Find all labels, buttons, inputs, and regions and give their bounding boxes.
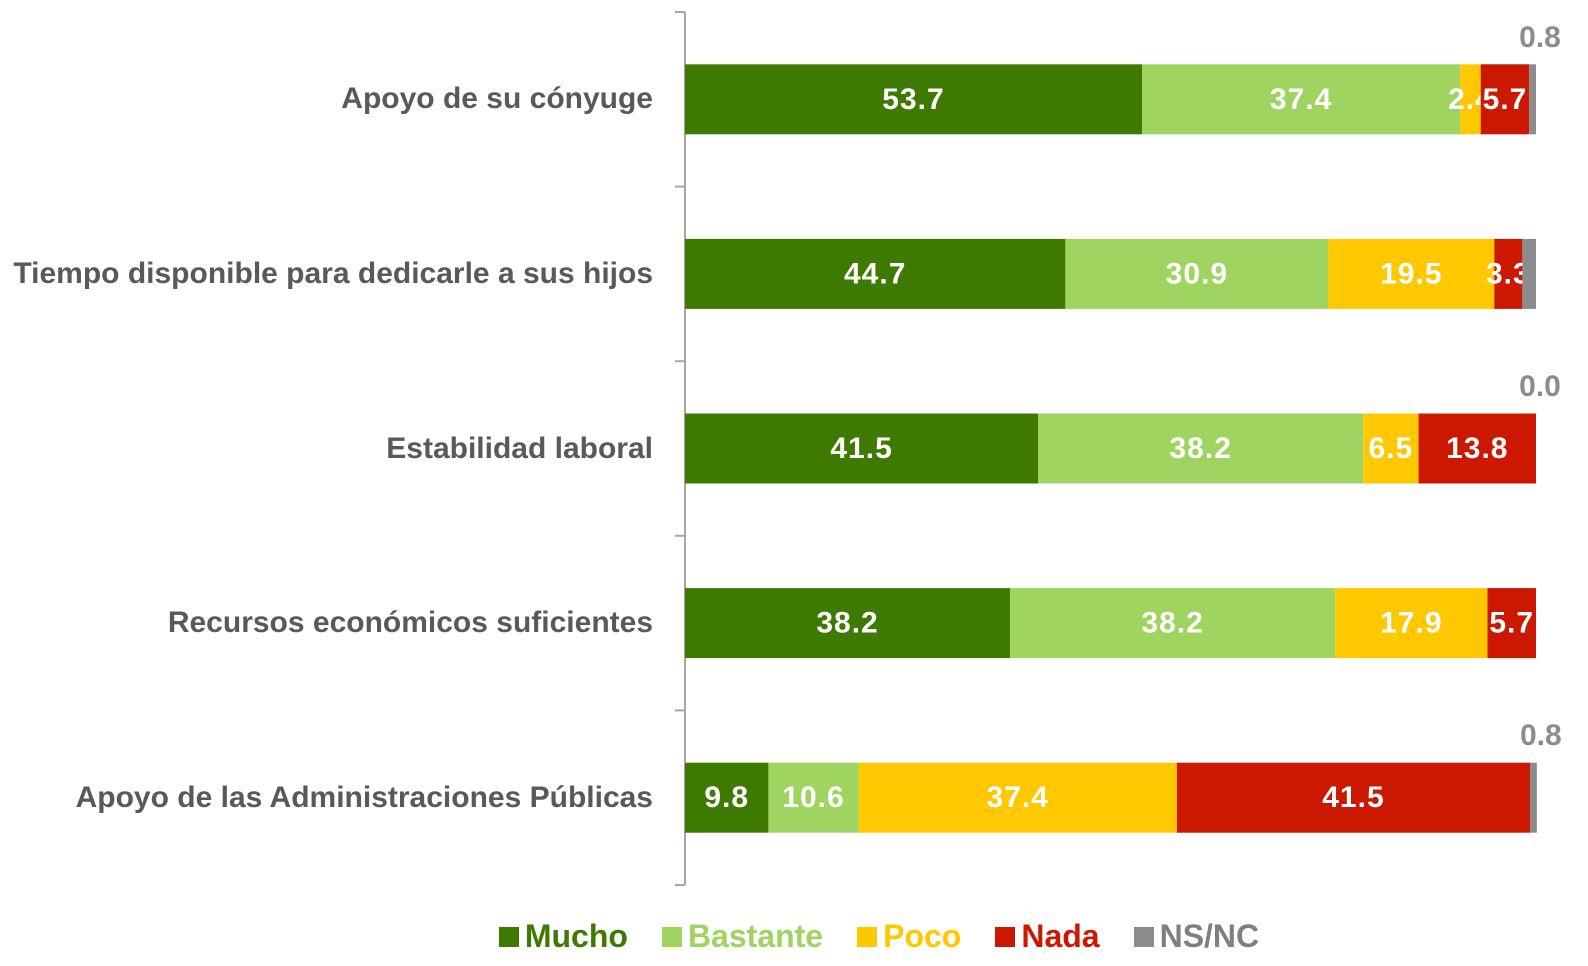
- data-label: 53.7: [882, 83, 944, 116]
- bar-segment: [1460, 64, 1481, 135]
- bar-segment: [858, 762, 1177, 833]
- legend-label: NS/NC: [1159, 918, 1260, 954]
- legend-item: Mucho: [498, 918, 628, 955]
- data-label: 38.2: [1170, 432, 1232, 465]
- bar-segment: [1522, 238, 1536, 309]
- data-label: 6.5: [1369, 432, 1414, 465]
- bar-segment: [685, 762, 769, 833]
- data-label: 17.9: [1380, 607, 1442, 640]
- legend-item: Poco: [857, 918, 961, 955]
- data-label: 5.7: [1483, 83, 1528, 116]
- legend-label: Nada: [1021, 918, 1100, 954]
- legend-swatch: [498, 926, 519, 947]
- legend-swatch: [995, 926, 1016, 947]
- data-label: 13.8: [1446, 432, 1508, 465]
- bar-segment: [685, 413, 1039, 484]
- bar-segment: [1328, 238, 1495, 309]
- legend-swatch: [857, 926, 878, 947]
- legend-item: Nada: [995, 918, 1100, 955]
- legend-swatch: [1133, 926, 1154, 947]
- category-label: Apoyo de las Administraciones Públicas: [75, 780, 653, 814]
- legend-label: Poco: [883, 918, 962, 954]
- legend-item: Bastante: [661, 918, 824, 955]
- bar-segment: [1065, 238, 1329, 309]
- bar-segment: [685, 238, 1066, 309]
- legend-label: Bastante: [687, 918, 824, 954]
- bar-segment: [1038, 413, 1364, 484]
- data-label: 0.0: [1519, 370, 1561, 403]
- data-label: 41.5: [1322, 781, 1384, 814]
- category-label: Estabilidad laboral: [386, 431, 653, 465]
- bar-segment: [1010, 588, 1336, 659]
- bar-segment: [1418, 413, 1536, 484]
- data-label: 38.2: [816, 607, 878, 640]
- data-label: 10.6: [782, 781, 844, 814]
- bar-segment: [1141, 64, 1461, 135]
- bar-segment: [768, 762, 859, 833]
- bar-segment: [685, 64, 1142, 135]
- bar-segment: [1529, 64, 1536, 135]
- data-label: 0.8: [1519, 21, 1561, 54]
- data-label: 37.4: [987, 781, 1049, 814]
- bar-segment: [685, 588, 1011, 659]
- category-label: Tiempo disponible para dedicarle a sus h…: [13, 256, 653, 290]
- data-label: 30.9: [1166, 257, 1228, 290]
- data-label: 9.8: [704, 781, 749, 814]
- data-label: 38.2: [1141, 607, 1203, 640]
- data-label: 41.5: [830, 432, 892, 465]
- data-label: 37.4: [1270, 83, 1332, 116]
- bar-segment: [1487, 588, 1536, 659]
- legend-label: Mucho: [524, 918, 628, 954]
- bar-segment: [1335, 588, 1488, 659]
- bar-segment: [1494, 238, 1523, 309]
- bar-segment: [1363, 413, 1419, 484]
- data-label: 5.7: [1489, 607, 1534, 640]
- category-label: Recursos económicos suficientes: [167, 606, 653, 640]
- bar-segment: [1176, 762, 1531, 833]
- legend: Mucho Bastante Poco Nada NS/NC: [0, 918, 1588, 955]
- data-label: 19.5: [1380, 257, 1442, 290]
- bar-segment: [1530, 762, 1537, 833]
- legend-swatch: [661, 926, 682, 947]
- data-label: 0.8: [1520, 719, 1562, 752]
- bar-segment: [1480, 64, 1530, 135]
- legend-item: NS/NC: [1133, 918, 1260, 955]
- data-label: 44.7: [844, 257, 906, 290]
- category-label: Apoyo de su cónyuge: [341, 82, 653, 116]
